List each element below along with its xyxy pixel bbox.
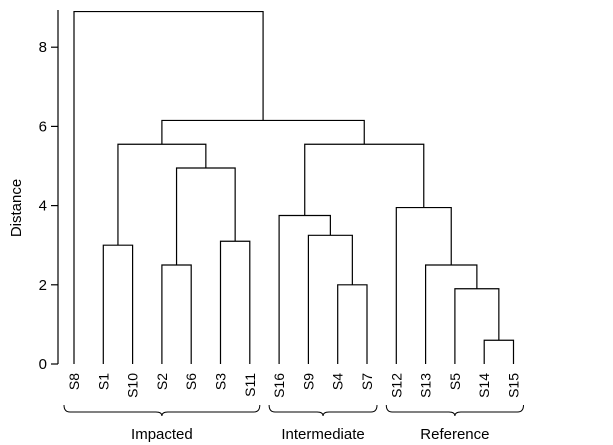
tick-label: 6 — [39, 118, 47, 135]
dendrogram-link — [307, 234, 353, 364]
leaf-label: S9 — [300, 373, 316, 390]
dendrogram-links — [73, 10, 515, 364]
group-bracket — [385, 404, 524, 417]
axis-ticks: 0 2 4 6 8 — [39, 39, 58, 373]
leaf-label: S3 — [213, 373, 229, 390]
leaf-label: S14 — [476, 373, 492, 398]
leaf-label: S4 — [330, 373, 346, 390]
leaf-label: S1 — [95, 373, 111, 390]
group-bracket — [268, 404, 378, 417]
leaf-labels: S8 S1 S10 S2 S6 S3 S11 S16 S9 S4 S7 S12 S13 S5 S14 S15 — [66, 373, 522, 398]
tick-label: 0 — [39, 356, 47, 373]
dendrogram-link — [483, 339, 515, 364]
tick-label: 4 — [39, 198, 47, 215]
leaf-label: S8 — [66, 373, 82, 390]
dendrogram-link — [73, 10, 264, 364]
leaf-label: S15 — [506, 373, 522, 398]
tick-label: 8 — [39, 39, 47, 56]
leaf-label: S2 — [154, 373, 170, 390]
leaf-label: S13 — [418, 373, 434, 398]
leaf-label: S5 — [447, 373, 463, 390]
group-label: Reference — [420, 426, 489, 443]
dendrogram-link — [395, 206, 452, 364]
leaf-label: S12 — [388, 373, 404, 398]
group-label: Impacted — [131, 426, 193, 443]
dendrogram-link — [117, 143, 207, 246]
dendrogram-link — [161, 264, 192, 364]
dendrogram-link — [425, 264, 478, 364]
dendrogram-link — [278, 214, 331, 364]
dendrogram-link — [219, 240, 251, 364]
leaf-label: S6 — [183, 373, 199, 390]
dendrogram-link — [161, 119, 365, 145]
group-label: Intermediate — [281, 426, 364, 443]
group-bracket — [63, 404, 261, 417]
leaf-label: S11 — [242, 373, 258, 397]
tick-label: 2 — [39, 277, 47, 294]
dendrogram-link — [304, 143, 425, 216]
axis-title: Distance — [8, 179, 25, 237]
leaf-label: S10 — [125, 373, 141, 398]
leaf-label: S16 — [271, 373, 287, 398]
dendrogram-link — [337, 284, 368, 364]
dendrogram-link — [454, 288, 500, 364]
leaf-label: S7 — [359, 373, 375, 390]
group-brackets: Impacted Intermediate Reference — [63, 404, 524, 443]
dendrogram-link — [102, 244, 134, 364]
dendrogram-link — [175, 167, 236, 265]
